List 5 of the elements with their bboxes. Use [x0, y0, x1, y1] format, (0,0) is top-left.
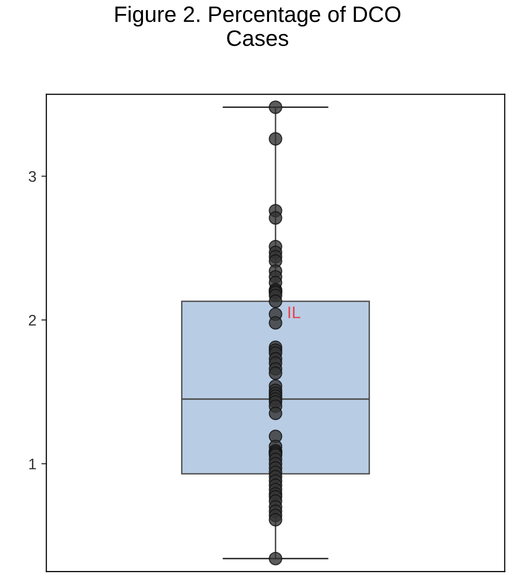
y-tick-label: 1 [29, 458, 36, 470]
y-tick-label: 2 [28, 314, 36, 326]
y-tick-label: 3 [28, 171, 36, 182]
annotation: IL [288, 306, 300, 318]
chart-title: Figure 2. Percentage of DCO Cases [115, 6, 400, 46]
